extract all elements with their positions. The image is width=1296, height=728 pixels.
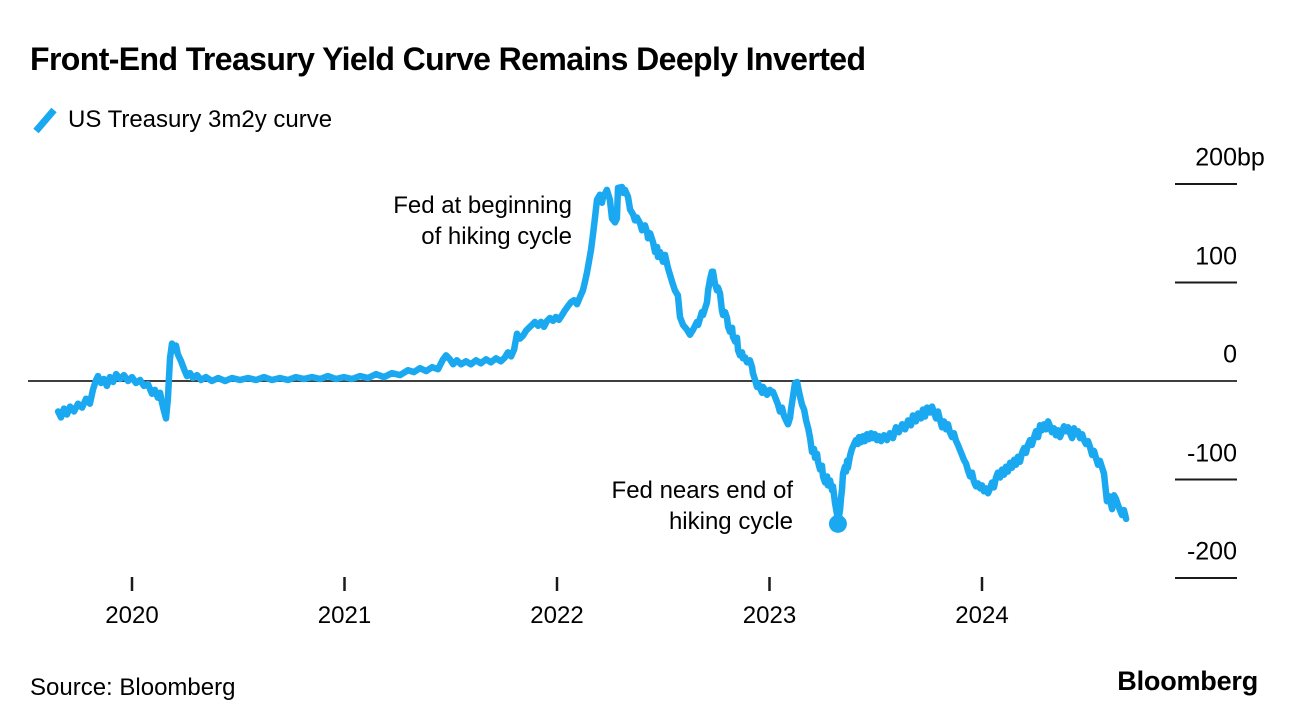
page-title: Front-End Treasury Yield Curve Remains D… <box>30 41 866 77</box>
legend: US Treasury 3m2y curve <box>30 104 332 136</box>
annotation-hiking-end: Fed nears end of hiking cycle <box>612 475 793 537</box>
y-axis-ticks <box>1175 183 1237 579</box>
y-axis-label: -100 <box>1187 439 1237 468</box>
annotation-line: Fed nears end of <box>611 477 793 504</box>
x-axis-ticks <box>130 577 984 591</box>
y-axis-label-value: -100 <box>1186 439 1237 467</box>
y-axis-label: -200 <box>1187 538 1237 567</box>
y-axis-label-value: 100 <box>1195 242 1237 270</box>
y-axis-label-value: 200 <box>1195 143 1237 172</box>
annotation-hiking-start: Fed at beginning of hiking cycle <box>393 190 572 252</box>
x-axis-label: 2024 <box>955 602 1009 629</box>
y-axis-label: 100 <box>1195 242 1237 271</box>
y-axis-label: 200 bp <box>1195 143 1265 173</box>
x-axis-label: 2020 <box>105 602 159 629</box>
legend-slash-icon <box>33 107 57 134</box>
y-axis-label-value: -200 <box>1186 537 1237 566</box>
y-axis-unit-suffix: bp <box>1237 143 1265 172</box>
annotation-line: Fed at beginning <box>393 192 572 219</box>
x-axis-label: 2023 <box>742 602 797 629</box>
annotation-line: of hiking cycle <box>421 223 572 250</box>
series-line <box>54 183 1130 528</box>
source-text: Source: Bloomberg <box>30 674 236 701</box>
x-axis-label: 2021 <box>317 602 372 629</box>
low-point-marker <box>828 514 847 533</box>
y-axis-label-value: 0 <box>1223 340 1237 369</box>
bloomberg-logo: Bloomberg <box>1117 666 1258 696</box>
x-axis-label: 2022 <box>530 602 584 629</box>
annotation-line: hiking cycle <box>668 508 793 535</box>
y-axis-label: 0 <box>1223 341 1237 370</box>
legend-label: US Treasury 3m2y curve <box>68 106 333 133</box>
